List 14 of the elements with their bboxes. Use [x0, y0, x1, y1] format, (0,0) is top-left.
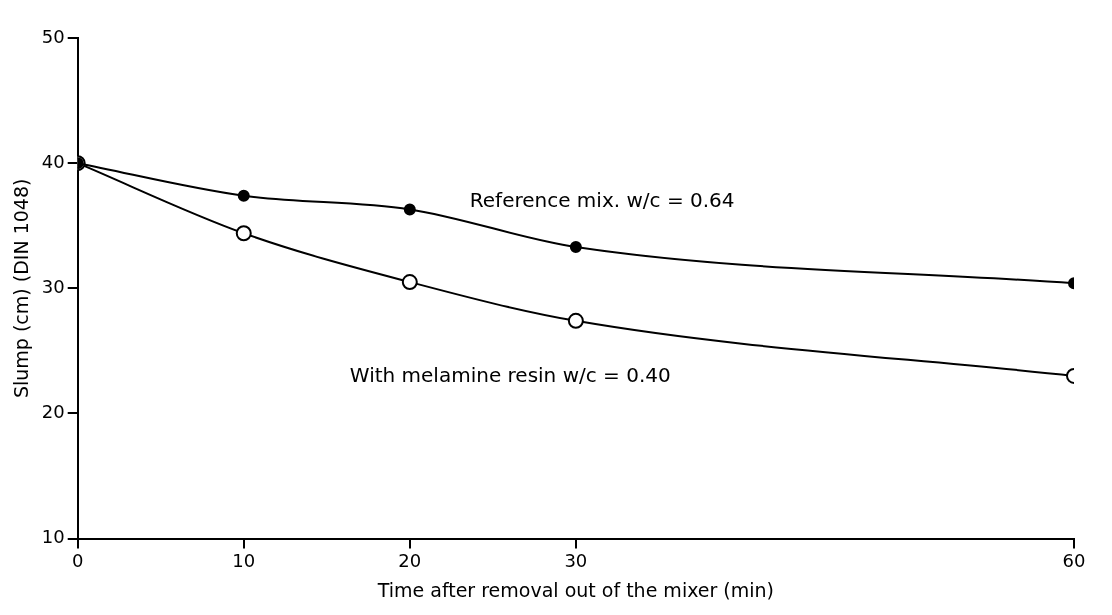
x-axis-title: Time after removal out of the mixer (min): [376, 578, 775, 601]
y-tick-label: 50: [41, 25, 65, 47]
series-label: With melamine resin w/c = 0.40: [349, 363, 671, 388]
series-label: Reference mix. w/c = 0.64: [469, 187, 735, 212]
y-tick-label: 40: [41, 150, 65, 172]
y-axis-title: Slump (cm) (DIN 1048): [10, 178, 33, 399]
y-tick-label: 10: [41, 526, 65, 548]
y-tick-label: 20: [41, 401, 65, 423]
x-tick-label: 10: [232, 550, 256, 572]
y-tick-label: 30: [41, 275, 65, 297]
x-tick-label: 0: [71, 550, 84, 572]
x-tick-label: 20: [398, 550, 422, 572]
x-tick-label: 30: [564, 550, 588, 572]
x-tick-label: 60: [1062, 550, 1086, 572]
